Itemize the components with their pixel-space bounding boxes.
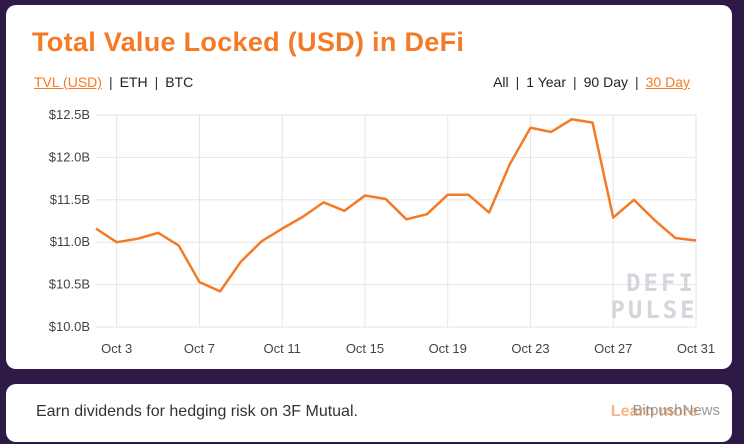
data-point[interactable] (363, 194, 367, 198)
data-point[interactable] (404, 217, 408, 221)
data-point[interactable] (632, 198, 636, 202)
watermark-pulse: PULSE (610, 296, 697, 324)
range-option-90-day[interactable]: 90 Day (583, 74, 628, 90)
series-line-tvl (95, 117, 697, 293)
x-axis: Oct 3 Oct 7 Oct 11 Oct 15 Oct 19 Oct 23 Oct 27… (101, 341, 715, 356)
metric-option-btc[interactable]: BTC (165, 74, 194, 90)
y-tick-label: $12.0B (49, 149, 90, 164)
data-point[interactable] (94, 227, 98, 231)
separator: | (515, 74, 520, 90)
data-point[interactable] (549, 130, 553, 134)
x-tick-label: Oct 19 (429, 341, 467, 356)
data-point[interactable] (673, 236, 677, 240)
separator: | (154, 74, 159, 90)
learn-more-link[interactable]: Learn more (610, 403, 698, 420)
data-point[interactable] (177, 244, 181, 248)
data-point[interactable] (342, 209, 346, 213)
x-tick-label: Oct 7 (184, 341, 215, 356)
x-tick-label: Oct 31 (677, 341, 715, 356)
data-point[interactable] (115, 240, 119, 244)
x-tick-label: Oct 15 (346, 341, 384, 356)
y-axis: $10.0B $10.5B $11.0B $11.5B $12.0B $12.5B (49, 107, 90, 334)
data-point[interactable] (384, 197, 388, 201)
metric-toggle: TVL (USD) | ETH | BTC (34, 74, 193, 90)
x-tick-label: Oct 27 (594, 341, 632, 356)
banner-text: Earn dividends for hedging risk on 3F Mu… (36, 403, 358, 420)
data-point[interactable] (466, 193, 470, 197)
data-point[interactable] (260, 239, 264, 243)
y-tick-label: $12.5B (49, 107, 90, 122)
range-option-1-year[interactable]: 1 Year (526, 74, 566, 90)
watermark-defi: DEFI (626, 269, 696, 297)
data-point[interactable] (694, 239, 698, 243)
data-point[interactable] (446, 193, 450, 197)
data-point[interactable] (280, 227, 284, 231)
data-point[interactable] (197, 280, 201, 284)
data-point[interactable] (591, 121, 595, 125)
metric-option-eth[interactable]: ETH (119, 74, 148, 90)
data-point[interactable] (508, 162, 512, 166)
x-tick-label: Oct 11 (264, 341, 301, 356)
y-tick-label: $11.5B (50, 192, 90, 207)
data-point[interactable] (156, 231, 160, 235)
x-tick-label: Oct 23 (511, 341, 549, 356)
data-point[interactable] (425, 212, 429, 216)
chart-title: Total Value Locked (USD) in DeFi (32, 27, 465, 57)
data-point[interactable] (570, 117, 574, 121)
data-point[interactable] (218, 289, 222, 293)
separator: | (635, 74, 639, 90)
range-option-30-day[interactable]: 30 Day (645, 74, 690, 90)
bitpush-watermark: BitpushNews (632, 402, 720, 419)
metric-option-tvl-usd[interactable]: TVL (USD) (34, 74, 102, 90)
y-tick-label: $10.5B (49, 277, 90, 292)
data-point[interactable] (322, 200, 326, 204)
series-group (94, 117, 698, 293)
x-tick-label: Oct 3 (101, 341, 132, 356)
data-point[interactable] (653, 218, 657, 222)
range-toggle: All | 1 Year | 90 Day | 30 Day (493, 74, 690, 90)
chart-grid (96, 114, 697, 328)
data-point[interactable] (487, 211, 491, 215)
separator: | (573, 74, 577, 90)
data-point[interactable] (611, 216, 615, 220)
tvl-line-chart: $10.0B $10.5B $11.0B $11.5B $12.0B $12.5B Oct… (49, 107, 715, 356)
data-point[interactable] (239, 260, 243, 264)
data-point[interactable] (528, 126, 532, 130)
chart-card: Total Value Locked (USD) in DeFi TVL (US… (6, 5, 732, 369)
data-point[interactable] (301, 215, 305, 219)
y-tick-label: $11.0B (50, 234, 90, 249)
separator: | (108, 74, 113, 90)
promo-banner: Earn dividends for hedging risk on 3F Mu… (6, 384, 732, 442)
range-option-all[interactable]: All (493, 74, 509, 90)
y-tick-label: $10.0B (49, 319, 90, 334)
data-point[interactable] (135, 237, 139, 241)
